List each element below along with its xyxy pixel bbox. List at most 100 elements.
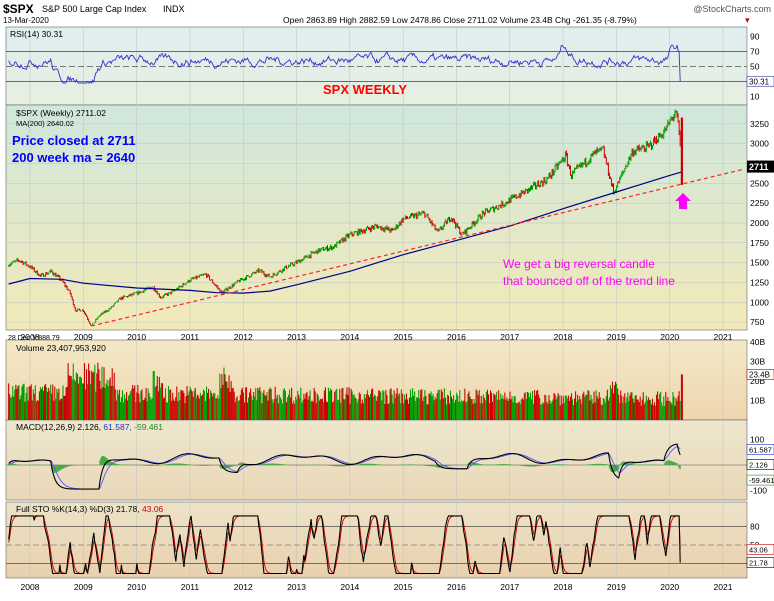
macd-last-box <box>746 459 774 470</box>
price-tick-label: 1500 <box>750 258 769 268</box>
price-tick-label: 750 <box>750 317 764 327</box>
year-tick-label: 2011 <box>181 332 200 342</box>
sto-last-box <box>746 544 774 555</box>
annotation-ma-value: 200 week ma = 2640 <box>12 150 135 165</box>
macd-last-label: -59.461 <box>749 476 774 485</box>
volume-last-box <box>746 369 774 380</box>
macd-layer <box>8 443 681 490</box>
volume-layer <box>8 362 683 420</box>
sto-label: Full STO %K(14,3) %D(3) 21.78, 43.06 <box>16 504 164 514</box>
price-tick-label: 1250 <box>750 277 769 287</box>
macd-label-signal: 61.587, <box>103 422 131 432</box>
axis-layer: 2008 2008 2009 2009 2010 2010 2011 2011 2012 2012… <box>21 32 774 592</box>
year-tick-label: 2020 <box>660 582 679 592</box>
annotation-reversal-line1: We get a big reversal candle <box>503 257 655 271</box>
year-tick-label: 2016 <box>447 582 466 592</box>
price-tick-label: 1000 <box>750 297 769 307</box>
year-tick-label: 2012 <box>234 582 253 592</box>
sto-k-line <box>8 515 681 575</box>
year-tick-label: 2014 <box>340 332 359 342</box>
sto-label-d: 43.06 <box>142 504 164 514</box>
year-tick-label: 2017 <box>500 332 519 342</box>
macd-label-main: MACD(12,26,9) 2.126, <box>16 422 101 432</box>
year-tick-label: 2019 <box>607 332 626 342</box>
year-tick-label: 2018 <box>554 582 573 592</box>
macd-tick-label: -100 <box>750 485 767 495</box>
sto-last-label: 43.06 <box>749 545 768 554</box>
last-price-label: 2711 <box>749 162 769 172</box>
sto-last-box <box>746 557 774 568</box>
chg-arrow-icon: ▾ <box>745 15 750 25</box>
sto-label-main: Full STO %K(14,3) %D(3) 21.78, <box>16 504 140 514</box>
rsi-last-box <box>746 75 774 87</box>
last-price-box <box>747 160 774 173</box>
macd-panel <box>5 419 748 501</box>
macd-tick-label: 100 <box>750 435 764 445</box>
year-tick-label: 2015 <box>394 332 413 342</box>
price-tick-label: 2000 <box>750 218 769 228</box>
sto-panel <box>5 501 748 579</box>
rsi-line <box>8 44 681 84</box>
macd-line <box>8 443 681 490</box>
year-tick-label: 2016 <box>447 332 466 342</box>
year-tick-label: 2008 <box>21 332 40 342</box>
year-tick-label: 2010 <box>127 582 146 592</box>
year-tick-label: 2009 <box>74 582 93 592</box>
annotation-reversal-line2: that bounced off of the trend line <box>503 274 675 288</box>
rsi-last-label: 30.31 <box>749 77 770 86</box>
annotation-price-closed: Price closed at 2711 <box>12 133 136 148</box>
watermark: @StockCharts.com <box>693 4 771 14</box>
year-tick-label: 2021 <box>714 332 733 342</box>
price-tick-label: 3250 <box>750 119 769 129</box>
year-tick-label: 2019 <box>607 582 626 592</box>
chart-date: 13-Mar-2020 <box>3 16 49 25</box>
year-tick-label: 2021 <box>714 582 733 592</box>
volume-last-label: 23.4B <box>749 370 770 379</box>
macd-label: MACD(12,26,9) 2.126, 61.587, -59.461 <box>16 422 163 432</box>
volume-tick-label: 20B <box>750 376 765 386</box>
volume-label: Volume 23,407,953,920 <box>16 343 106 353</box>
year-tick-label: 2020 <box>660 332 679 342</box>
macd-last-box <box>746 474 774 486</box>
volume-tick-label: 10B <box>750 396 765 406</box>
year-tick-label: 2009 <box>74 332 93 342</box>
year-tick-label: 2013 <box>287 332 306 342</box>
symbol-title: $SPX <box>3 2 34 16</box>
year-tick-label: 2013 <box>287 582 306 592</box>
year-tick-label: 2012 <box>234 332 253 342</box>
price-tick-label: 2250 <box>750 198 769 208</box>
annotation-spx-weekly: SPX WEEKLY <box>323 82 407 97</box>
index-name: S&P 500 Large Cap Index <box>42 4 147 14</box>
year-tick-label: 2014 <box>340 582 359 592</box>
macd-label-hist: -59.461 <box>134 422 163 432</box>
year-tick-label: 2010 <box>127 332 146 342</box>
price-label: $SPX (Weekly) 2711.02 <box>16 108 106 118</box>
macd-last-label: 2.126 <box>749 460 768 469</box>
rsi-tick-label: 90 <box>750 32 760 42</box>
year-tick-label: 2011 <box>181 582 200 592</box>
up-arrow-icon <box>675 193 691 209</box>
price-panel <box>5 104 748 331</box>
year-tick-label: 2015 <box>394 582 413 592</box>
exchange-label: INDX <box>163 4 185 14</box>
year-tick-label: 2017 <box>500 582 519 592</box>
year-tick-label: 2018 <box>554 332 573 342</box>
price-tick-label: 3000 <box>750 139 769 149</box>
quote-line: Open 2863.89 High 2882.59 Low 2478.86 Cl… <box>283 15 637 25</box>
sto-tick-label: 80 <box>750 521 760 531</box>
sto-last-label: 21.78 <box>749 558 768 567</box>
volume-tick-label: 40B <box>750 337 765 347</box>
rsi-label: RSI(14) 30.31 <box>10 29 63 39</box>
ma-label: MA(200) 2640.02 <box>16 119 74 128</box>
rsi-tick-label: 70 <box>750 47 760 57</box>
rsi-label-text: RSI(14) 30.31 <box>10 29 63 39</box>
price-tick-label: 2500 <box>750 178 769 188</box>
volume-tick-label: 30B <box>750 357 765 367</box>
ma200-line <box>8 171 682 294</box>
rsi-panel <box>5 26 748 106</box>
sto-layer <box>8 515 681 575</box>
rsi-tick-label: 10 <box>750 92 760 102</box>
rsi-tick-label: 50 <box>750 62 760 72</box>
